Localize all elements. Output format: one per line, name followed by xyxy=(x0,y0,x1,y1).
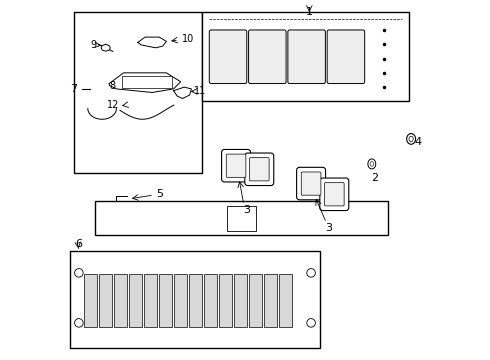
Bar xyxy=(70,251,320,348)
Ellipse shape xyxy=(370,162,373,166)
Bar xyxy=(264,274,277,327)
FancyBboxPatch shape xyxy=(288,30,325,84)
FancyBboxPatch shape xyxy=(202,12,409,102)
Text: 3: 3 xyxy=(244,205,250,215)
Text: 7: 7 xyxy=(70,84,77,94)
Ellipse shape xyxy=(409,136,413,141)
Circle shape xyxy=(74,269,83,277)
Text: 8: 8 xyxy=(110,81,116,91)
Bar xyxy=(114,274,127,327)
Text: 9: 9 xyxy=(90,40,96,50)
FancyBboxPatch shape xyxy=(245,153,274,185)
Text: 6: 6 xyxy=(75,239,82,249)
Text: 10: 10 xyxy=(182,34,194,44)
Text: 3: 3 xyxy=(325,223,332,233)
Bar xyxy=(122,76,172,88)
Bar xyxy=(159,274,172,327)
Text: 2: 2 xyxy=(371,173,378,183)
Bar xyxy=(234,274,247,327)
Bar xyxy=(204,274,217,327)
Text: 1: 1 xyxy=(306,7,313,17)
Circle shape xyxy=(307,269,316,277)
FancyBboxPatch shape xyxy=(209,30,247,84)
Bar xyxy=(95,202,388,235)
Ellipse shape xyxy=(368,159,376,169)
Text: 11: 11 xyxy=(194,86,206,96)
FancyBboxPatch shape xyxy=(226,154,246,177)
FancyBboxPatch shape xyxy=(327,30,365,84)
Bar xyxy=(99,274,112,327)
Text: 5: 5 xyxy=(156,189,163,199)
FancyBboxPatch shape xyxy=(296,167,325,200)
Text: 12: 12 xyxy=(107,100,119,110)
Bar xyxy=(144,274,157,327)
Circle shape xyxy=(307,319,316,327)
Ellipse shape xyxy=(407,134,416,144)
Bar xyxy=(74,12,202,173)
Bar xyxy=(227,206,256,231)
FancyBboxPatch shape xyxy=(221,149,250,182)
Bar xyxy=(220,274,232,327)
Bar xyxy=(279,274,292,327)
Ellipse shape xyxy=(101,45,110,51)
Bar xyxy=(84,274,97,327)
Bar xyxy=(129,274,142,327)
Text: 4: 4 xyxy=(415,138,422,148)
Bar xyxy=(249,274,262,327)
FancyBboxPatch shape xyxy=(301,172,321,195)
FancyBboxPatch shape xyxy=(324,183,344,206)
FancyBboxPatch shape xyxy=(320,178,349,211)
FancyBboxPatch shape xyxy=(249,158,269,181)
Bar xyxy=(174,274,187,327)
Bar xyxy=(189,274,202,327)
FancyBboxPatch shape xyxy=(248,30,286,84)
Circle shape xyxy=(74,319,83,327)
